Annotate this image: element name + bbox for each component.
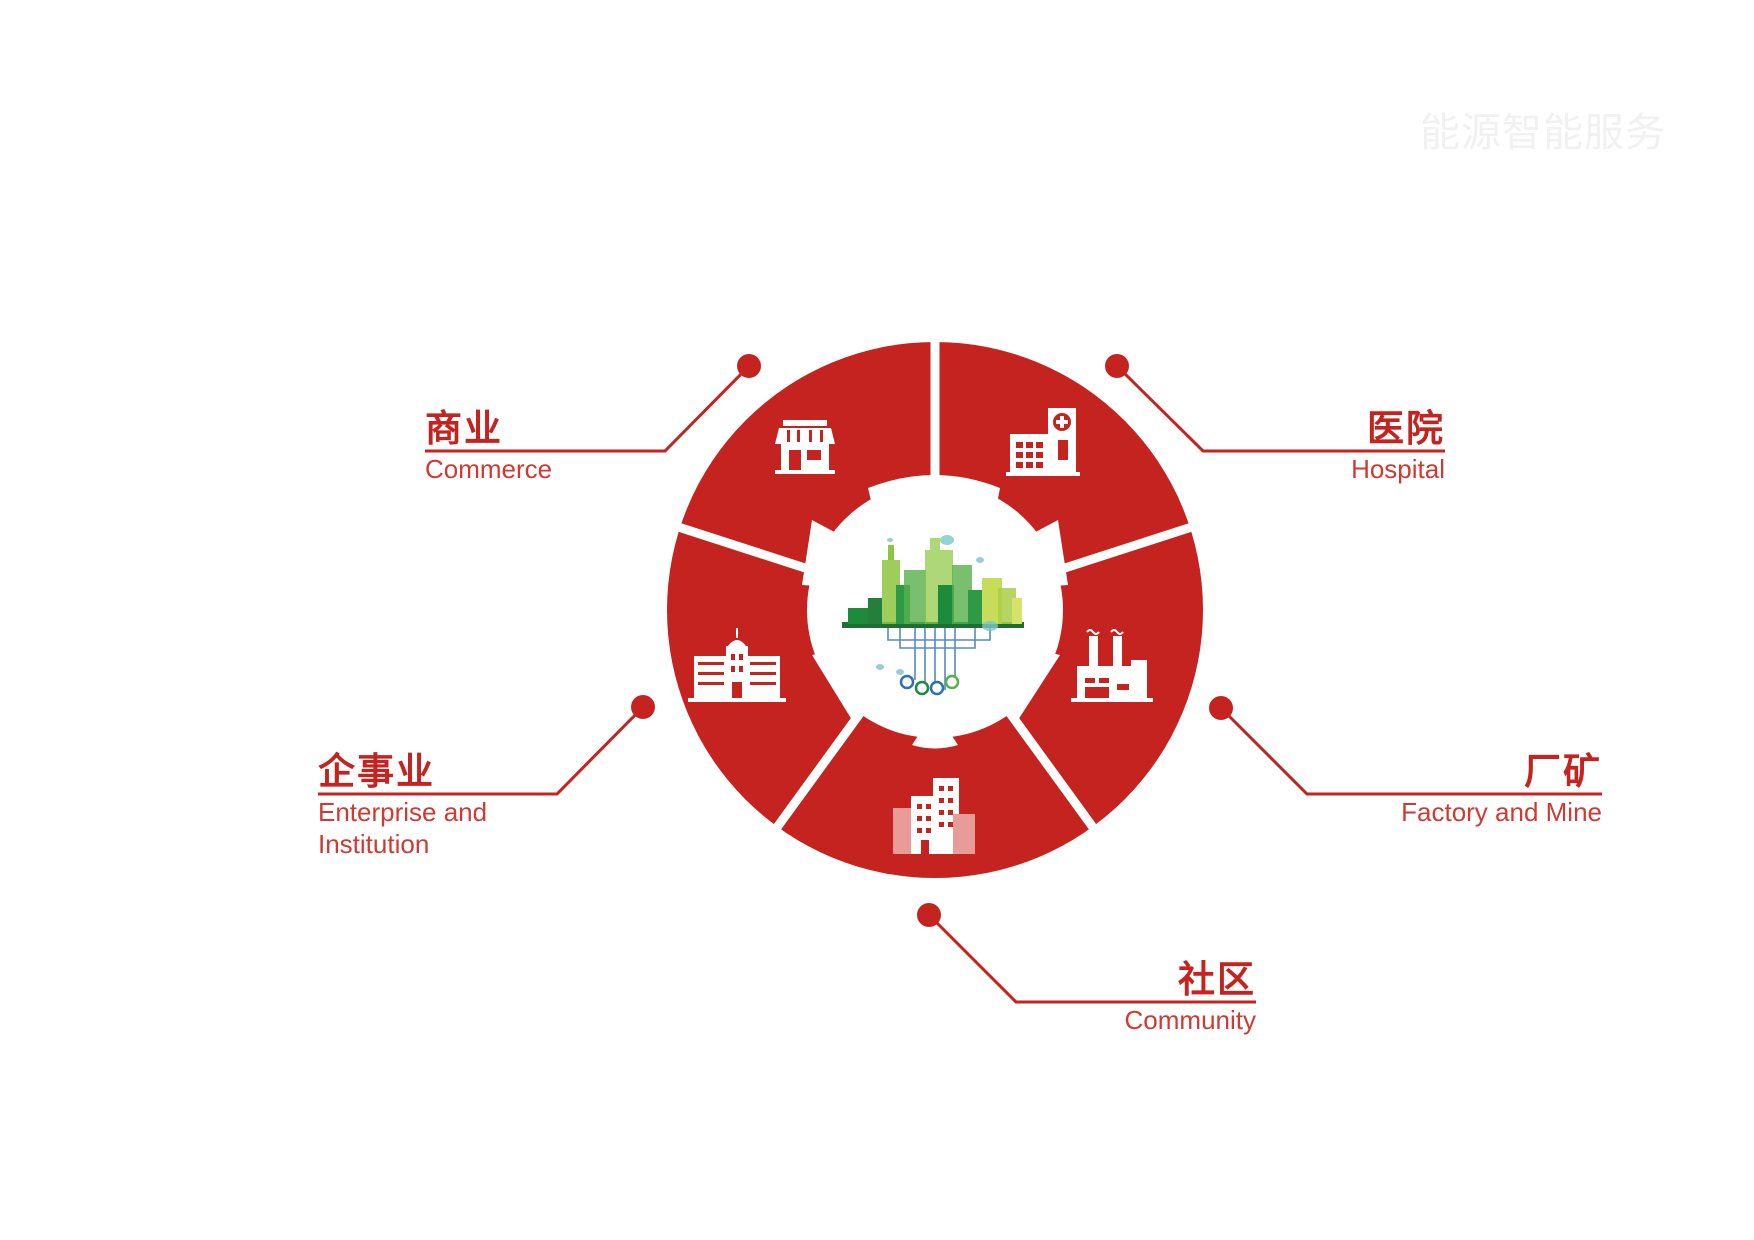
label-factory-zh: 厂矿 (1524, 750, 1602, 793)
label-commerce: 商业 Commerce (425, 407, 553, 485)
residential-buildings-icon (893, 778, 975, 854)
hospital-icon (1006, 408, 1080, 476)
leader-commerce (425, 364, 751, 453)
label-community-zh: 社区 (1178, 958, 1256, 1001)
label-factory: 厂矿 Factory and Mine (1401, 750, 1602, 828)
label-commerce-en: Commerce (425, 453, 553, 484)
watermark-title: 能源智能服务 (1420, 110, 1666, 156)
storefront-icon (775, 420, 835, 474)
label-community: 社区 Community (1124, 958, 1256, 1036)
institution-building-icon (688, 628, 786, 702)
dot-hospital (1105, 354, 1129, 378)
label-community-en: Community (1124, 1004, 1256, 1035)
dot-community (917, 903, 941, 927)
leader-hospital (1115, 364, 1445, 453)
dot-factory (1209, 696, 1233, 720)
leader-factory (1219, 706, 1602, 796)
dot-enterprise (631, 695, 655, 719)
leader-lines (318, 364, 1602, 1004)
green-city-skyline-icon (842, 535, 1024, 696)
leader-community (927, 913, 1256, 1004)
leader-enterprise (318, 705, 645, 796)
leader-dots (631, 354, 1233, 927)
label-hospital: 医院 Hospital (1351, 407, 1445, 485)
label-enterprise-zh: 企事业 (318, 750, 435, 793)
label-enterprise: 企事业 Enterprise and Institution (318, 750, 518, 861)
label-hospital-en: Hospital (1351, 453, 1445, 484)
label-commerce-zh: 商业 (425, 407, 503, 450)
label-enterprise-en: Enterprise and Institution (318, 796, 488, 860)
label-factory-en: Factory and Mine (1401, 796, 1602, 827)
dot-commerce (737, 354, 761, 378)
label-hospital-zh: 医院 (1367, 407, 1445, 450)
factory-icon (1071, 629, 1153, 702)
